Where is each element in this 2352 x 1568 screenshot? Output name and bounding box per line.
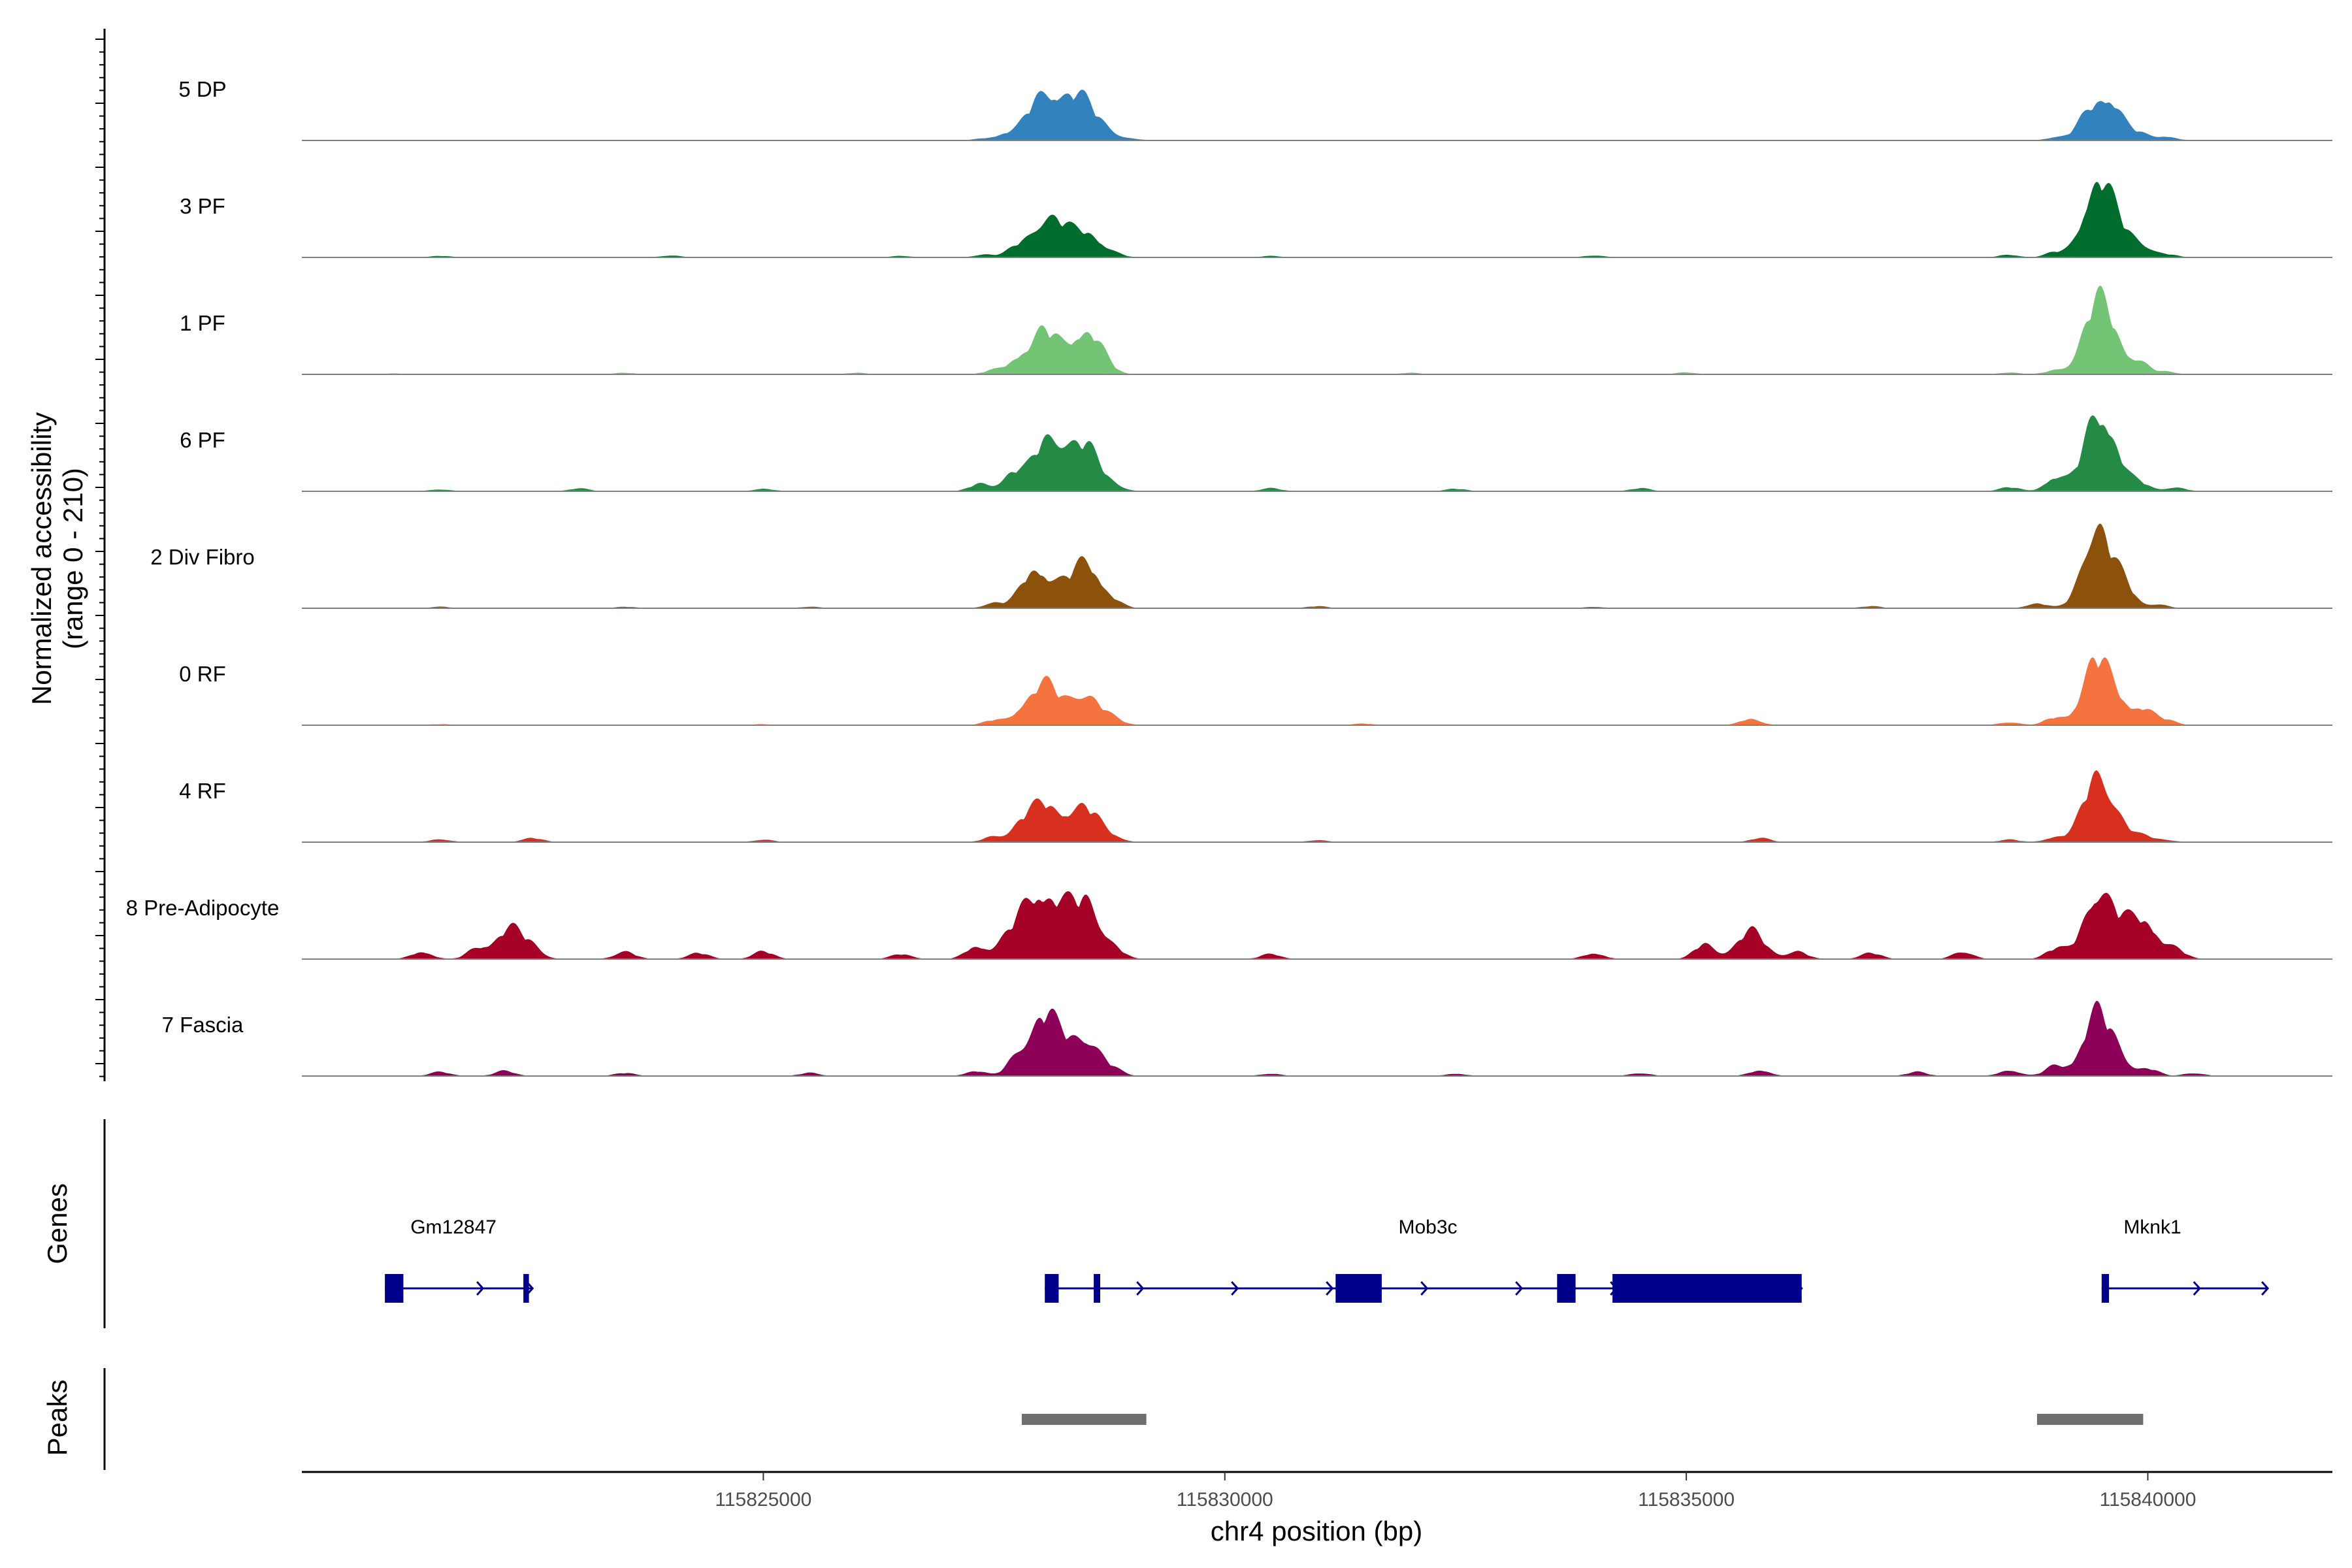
strand-arrow — [2193, 1281, 2201, 1296]
track-4-rf: 4 RF — [179, 770, 2332, 843]
gene-gm12847: Gm12847 — [385, 1217, 534, 1303]
track-label: 0 RF — [179, 662, 226, 686]
gene-label: Mob3c — [1398, 1217, 1457, 1238]
track-6-pf: 6 PF — [180, 415, 2332, 492]
exon — [1045, 1274, 1059, 1303]
gene-mob3c: Mob3c — [1045, 1217, 1803, 1303]
track-0-rf: 0 RF — [179, 657, 2332, 726]
gene-label: Gm12847 — [410, 1217, 497, 1238]
strand-arrow — [1136, 1281, 1145, 1296]
coverage-area — [302, 415, 2259, 491]
strand-arrow — [1420, 1281, 1429, 1296]
x-axis-ticks: 115825000 115830000 115835000 115840000 — [715, 1472, 2196, 1511]
genes-track-title: Genes — [42, 1183, 73, 1264]
track-label: 5 DP — [178, 77, 226, 101]
track-2-div-fibro: 2 Div Fibro — [150, 523, 2332, 609]
coverage-area — [302, 891, 2259, 959]
track-3-pf: 3 PF — [180, 182, 2332, 258]
coverage-area — [302, 657, 2259, 725]
peak-region — [1021, 1414, 1147, 1425]
exon — [1557, 1274, 1576, 1303]
track-label: 7 Fascia — [162, 1013, 244, 1037]
track-label: 2 Div Fibro — [150, 545, 255, 569]
track-label: 4 RF — [179, 779, 226, 803]
track-label: 1 PF — [180, 311, 225, 335]
peak-regions — [1021, 1414, 2144, 1425]
strand-arrow — [1326, 1281, 1334, 1296]
track-7-fascia: 7 Fascia — [162, 1001, 2332, 1077]
exon — [1094, 1274, 1100, 1303]
gene-annotations: Gm12847 Mob3c Mknk1 — [385, 1217, 2270, 1303]
peaks-track-title: Peaks — [42, 1380, 73, 1456]
exon — [385, 1274, 404, 1303]
x-axis-title: chr4 position (bp) — [1211, 1516, 1423, 1546]
coverage-area — [302, 1001, 2259, 1076]
track-8-pre-adipocyte: 8 Pre-Adipocyte — [126, 891, 2332, 960]
exon — [523, 1274, 529, 1303]
strand-arrow — [476, 1281, 485, 1296]
y-axis-title-line2: (range 0 - 210) — [57, 468, 88, 649]
track-label: 8 Pre-Adipocyte — [126, 896, 280, 920]
exon — [1612, 1274, 1802, 1303]
strand-arrow — [1515, 1281, 1524, 1296]
x-tick-label: 115835000 — [1638, 1489, 1735, 1511]
exon — [2101, 1274, 2110, 1303]
track-5-dp: 5 DP — [178, 77, 2332, 141]
track-label: 6 PF — [180, 428, 225, 452]
x-tick-label: 115825000 — [715, 1489, 811, 1511]
coverage-area — [302, 182, 2259, 257]
x-tick-label: 115830000 — [1177, 1489, 1273, 1511]
track-1-pf: 1 PF — [180, 286, 2332, 375]
exon — [1335, 1274, 1382, 1303]
strand-arrow — [1231, 1281, 1239, 1296]
strand-arrow — [2261, 1281, 2270, 1296]
coverage-y-ticks — [95, 39, 105, 1077]
gene-label: Mknk1 — [2123, 1217, 2181, 1238]
gene-mknk1: Mknk1 — [2101, 1217, 2270, 1303]
track-label: 3 PF — [180, 194, 225, 218]
coverage-tracks: 5 DP 3 PF 1 PF 6 PF 2 Div Fibro 0 RF 4 RF 8 Pre… — [126, 77, 2332, 1077]
y-axis-title-line1: Normalized accessibility — [26, 412, 57, 705]
x-tick-label: 115840000 — [2099, 1489, 2196, 1511]
peak-region — [2036, 1414, 2144, 1425]
